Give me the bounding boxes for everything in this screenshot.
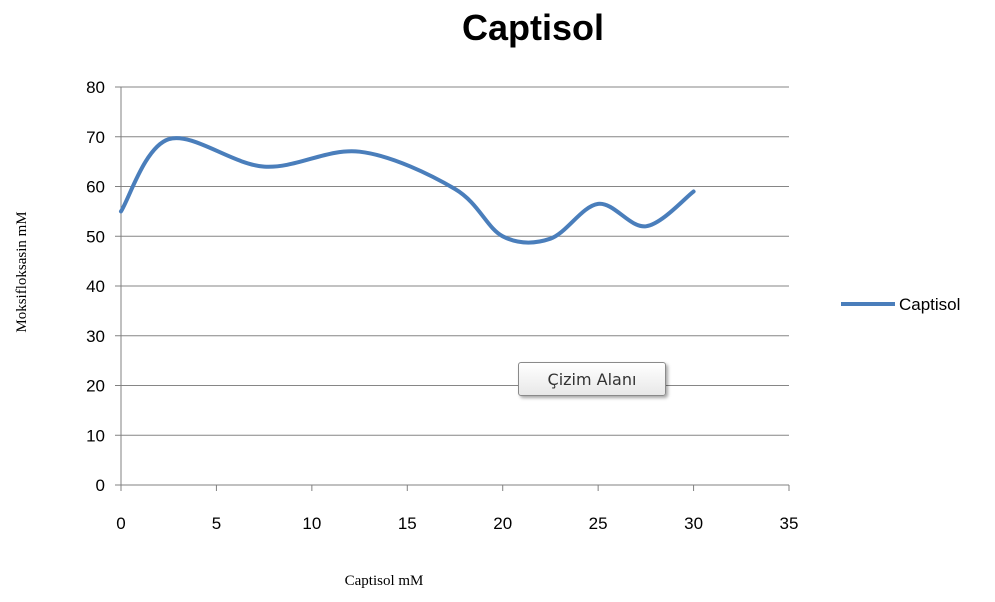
y-axis-label: Moksifloksasin mM [14,211,30,332]
y-tick-label: 50 [86,227,105,246]
x-tick-label: 30 [684,514,703,533]
x-axis-label: Captisol mM [345,573,424,589]
legend-label: Captisol [899,295,960,314]
plot-area-tooltip: Çizim Alanı [518,362,666,396]
y-tick-label: 80 [86,78,105,97]
x-tick-label: 25 [589,514,608,533]
y-tick-label: 60 [86,178,105,197]
x-tick-label: 5 [212,514,221,533]
y-tick-label: 30 [86,327,105,346]
y-tick-label: 20 [86,377,105,396]
y-tick-label: 40 [86,277,105,296]
y-tick-label: 70 [86,128,105,147]
chart-title: Captisol [462,7,604,48]
y-tick-label: 0 [96,476,105,495]
x-tick-label: 35 [780,514,799,533]
legend: Captisol [841,295,960,314]
y-tick-label: 10 [86,426,105,445]
y-tick-labels: 0 10 20 30 40 50 60 70 80 [86,78,105,495]
x-tick-label: 20 [493,514,512,533]
series-line-captisol [119,136,696,245]
x-tick-label: 15 [398,514,417,533]
series-layer [119,136,696,245]
x-tick-label: 10 [302,514,321,533]
grid [115,86,790,491]
x-tick-label: 0 [116,514,125,533]
x-tick-labels: 0 5 10 15 20 25 30 35 [116,514,798,533]
